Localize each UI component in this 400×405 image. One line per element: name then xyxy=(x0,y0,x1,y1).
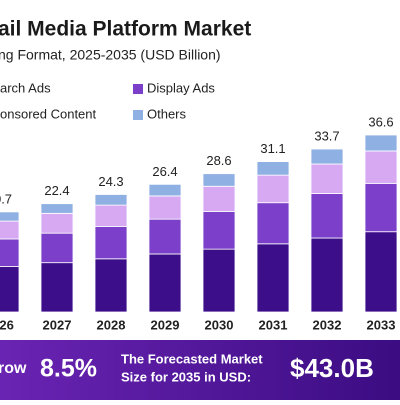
bar-segment xyxy=(202,211,236,250)
bar-segment xyxy=(256,202,290,245)
bar-segment xyxy=(364,150,398,184)
bar-segment xyxy=(40,212,74,234)
data-label: 28.6 xyxy=(206,153,231,168)
bar-segment xyxy=(256,243,290,313)
bar-segment xyxy=(94,194,128,206)
x-tick-label: 2030 xyxy=(205,317,234,332)
bar-segment xyxy=(148,195,182,220)
bar-segment xyxy=(310,193,344,239)
bar-segment xyxy=(256,174,290,204)
bar-segment xyxy=(94,226,128,260)
x-tick-label: 2029 xyxy=(151,317,180,332)
bar-segment xyxy=(202,185,236,212)
data-label: 0.7 xyxy=(0,191,12,206)
bar-segment xyxy=(40,232,74,264)
bar-segment xyxy=(94,204,128,227)
bar-segment xyxy=(202,248,236,313)
legend-label: onsored Content xyxy=(0,106,97,121)
forecast-text: Size for 2035 in USD: xyxy=(121,369,251,384)
data-label: 24.3 xyxy=(98,174,123,189)
bar-segment xyxy=(148,218,182,255)
bar-segment xyxy=(40,262,74,313)
bar-segment xyxy=(310,148,344,165)
bar-segment xyxy=(148,183,182,197)
bar-segment xyxy=(364,134,398,152)
bar-segment xyxy=(0,220,20,240)
data-label: 26.4 xyxy=(152,164,177,179)
bar-segment xyxy=(256,161,290,176)
bar-segment xyxy=(40,203,74,214)
data-label: 31.1 xyxy=(260,141,285,156)
legend-label: Others xyxy=(147,106,187,121)
bar-segment xyxy=(310,163,344,194)
x-tick-label: 2027 xyxy=(43,317,72,332)
bar-segment xyxy=(0,266,20,313)
x-tick-label: 2028 xyxy=(97,317,126,332)
x-tick-label: 026 xyxy=(0,317,14,332)
chart-subtitle: ng Format, 2025-2035 (USD Billion) xyxy=(0,47,221,63)
bar-segment xyxy=(0,211,20,222)
bar-segment xyxy=(148,253,182,313)
bar-segment xyxy=(0,238,20,267)
forecast-text: The Forecasted Market xyxy=(121,351,263,366)
bar-segment xyxy=(94,258,128,313)
legend-swatch xyxy=(133,84,143,94)
forecast-value: $43.0B xyxy=(290,353,374,383)
bar-segment xyxy=(364,182,398,233)
data-label: 36.6 xyxy=(368,114,393,129)
x-tick-label: 2031 xyxy=(259,317,288,332)
bar-segment xyxy=(310,237,344,313)
data-label: 22.4 xyxy=(44,183,69,198)
x-tick-label: 2033 xyxy=(367,317,396,332)
legend-label: arch Ads xyxy=(0,80,51,95)
banner xyxy=(0,340,400,400)
growth-value: 8.5% xyxy=(40,355,97,383)
bar-segment xyxy=(364,231,398,313)
chart-title: ail Media Platform Market xyxy=(0,18,251,41)
x-tick-label: 2032 xyxy=(313,317,342,332)
legend-swatch xyxy=(133,110,143,120)
growth-label: row xyxy=(0,360,27,377)
bar-segment xyxy=(202,173,236,187)
data-label: 33.7 xyxy=(314,128,339,143)
legend-label: Display Ads xyxy=(147,80,215,95)
